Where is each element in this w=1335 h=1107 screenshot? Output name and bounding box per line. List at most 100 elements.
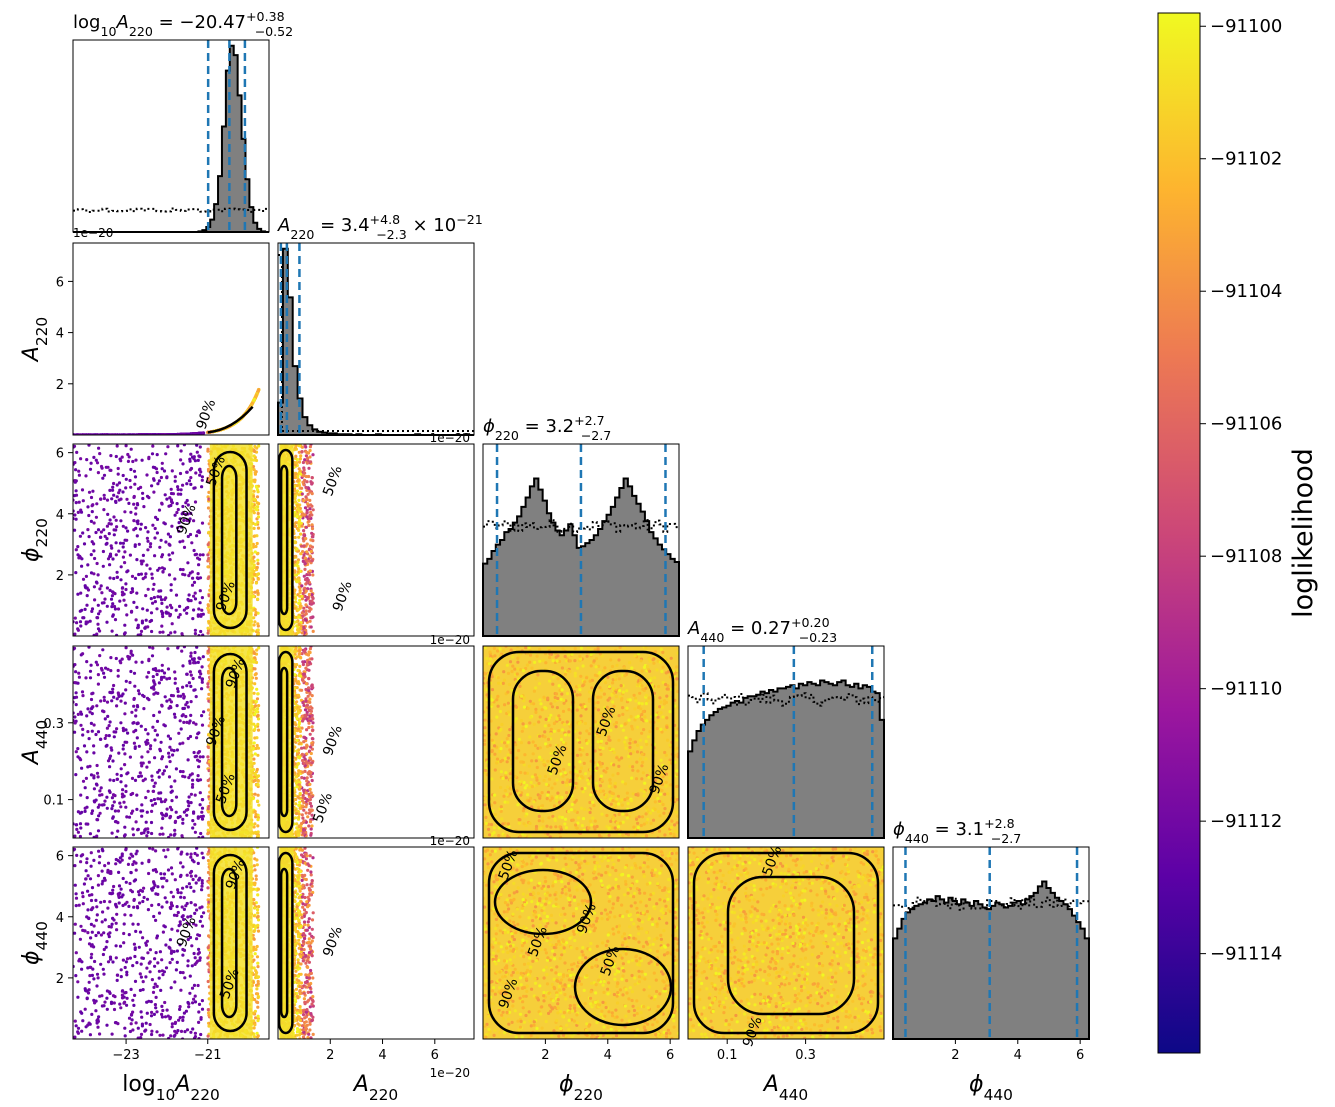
scatter-point <box>139 633 143 636</box>
scatter-point <box>115 444 119 448</box>
scatter-point <box>308 445 312 449</box>
scatter-point <box>135 605 139 610</box>
scatter-point <box>307 573 312 577</box>
scatter-point <box>125 613 129 617</box>
scatter-point <box>160 467 164 471</box>
scatter-point <box>206 565 210 569</box>
scatter-point <box>296 479 300 483</box>
scatter-point <box>307 592 311 597</box>
scatter-panel-phi220-vs-log10A220 <box>72 443 270 637</box>
scatter-point <box>74 501 78 505</box>
scatter-point <box>309 625 313 629</box>
scatter-point <box>198 601 202 605</box>
scatter-point <box>300 445 304 449</box>
scatter-point <box>256 572 261 576</box>
scatter-point <box>296 608 300 612</box>
scatter-point <box>119 519 123 523</box>
scatter-point <box>301 550 305 554</box>
scatter-point <box>164 452 168 456</box>
scatter-point <box>256 632 260 636</box>
scatter-point <box>134 512 138 516</box>
scatter-point <box>182 444 186 447</box>
scatter-point <box>179 525 183 529</box>
scatter-point <box>123 550 127 554</box>
scatter-point <box>137 542 141 546</box>
scatter-point <box>111 613 115 617</box>
scatter-point <box>116 466 120 471</box>
scatter-point <box>127 501 131 505</box>
scatter-point <box>294 521 298 525</box>
scatter-point <box>176 444 180 448</box>
scatter-point <box>301 559 305 564</box>
scatter-point <box>79 624 83 628</box>
scatter-point <box>252 563 256 567</box>
scatter-point <box>302 553 306 557</box>
scatter-point <box>139 774 143 778</box>
scatter-point <box>304 537 308 541</box>
scatter-point <box>84 620 88 624</box>
scatter-point <box>300 597 304 601</box>
panel-background <box>73 243 269 435</box>
scatter-point <box>252 397 256 401</box>
scatter-point <box>294 554 298 558</box>
scatter-point <box>73 632 77 636</box>
scatter-point <box>167 553 171 557</box>
scatter-point <box>151 523 155 527</box>
scatter-point <box>99 464 104 469</box>
scatter-point <box>311 629 315 634</box>
scatter-point <box>174 608 178 612</box>
scatter-point <box>152 595 156 600</box>
scatter-point <box>158 595 163 599</box>
scatter-point <box>89 553 93 557</box>
scatter-point <box>189 452 193 456</box>
scatter-point <box>308 559 312 563</box>
scatter-point <box>198 553 202 557</box>
scatter-panel-A220-vs-log10A220 <box>72 242 270 436</box>
scatter-point <box>207 490 211 494</box>
scatter-point <box>303 577 308 582</box>
scatter-point <box>153 600 157 604</box>
scatter-point <box>173 513 177 517</box>
scatter-point <box>176 507 180 512</box>
scatter-point <box>302 606 306 610</box>
scatter-point <box>108 518 112 522</box>
scatter-point <box>256 577 260 581</box>
scatter-point <box>131 589 135 594</box>
scatter-point <box>207 469 211 473</box>
scatter-point <box>150 629 154 634</box>
scatter-point <box>111 485 115 489</box>
scatter-point <box>80 690 85 694</box>
scatter-point <box>253 620 257 624</box>
scatter-point <box>310 476 314 480</box>
scatter-point <box>109 544 113 548</box>
scatter-point <box>255 446 259 450</box>
scatter-point <box>193 486 197 490</box>
scatter-point <box>90 609 94 614</box>
scatter-point <box>134 458 138 462</box>
scatter-point <box>178 540 182 544</box>
histogram-bars <box>73 44 269 233</box>
scatter-point <box>308 554 312 558</box>
scatter-point <box>196 572 200 576</box>
scatter-point <box>79 457 83 461</box>
panel-frame <box>72 443 270 637</box>
scatter-point <box>250 401 254 405</box>
scatter-point <box>102 528 106 532</box>
scatter-point <box>294 600 298 604</box>
scatter-point <box>76 510 80 514</box>
scatter-point <box>100 601 104 605</box>
scatter-panel-phi220-vs-A220 <box>277 443 475 637</box>
scatter-point <box>310 527 315 531</box>
scatter-point <box>110 629 114 633</box>
scatter-point <box>181 504 185 509</box>
scatter-point <box>101 476 105 480</box>
scatter-point <box>255 743 259 748</box>
scatter-point <box>110 594 114 598</box>
scatter-point <box>74 548 78 552</box>
scatter-point <box>306 504 310 508</box>
scatter-point <box>187 479 191 483</box>
scatter-point <box>206 553 210 557</box>
scatter-point <box>310 523 314 527</box>
scatter-point <box>130 609 134 613</box>
scatter-point <box>306 578 310 582</box>
